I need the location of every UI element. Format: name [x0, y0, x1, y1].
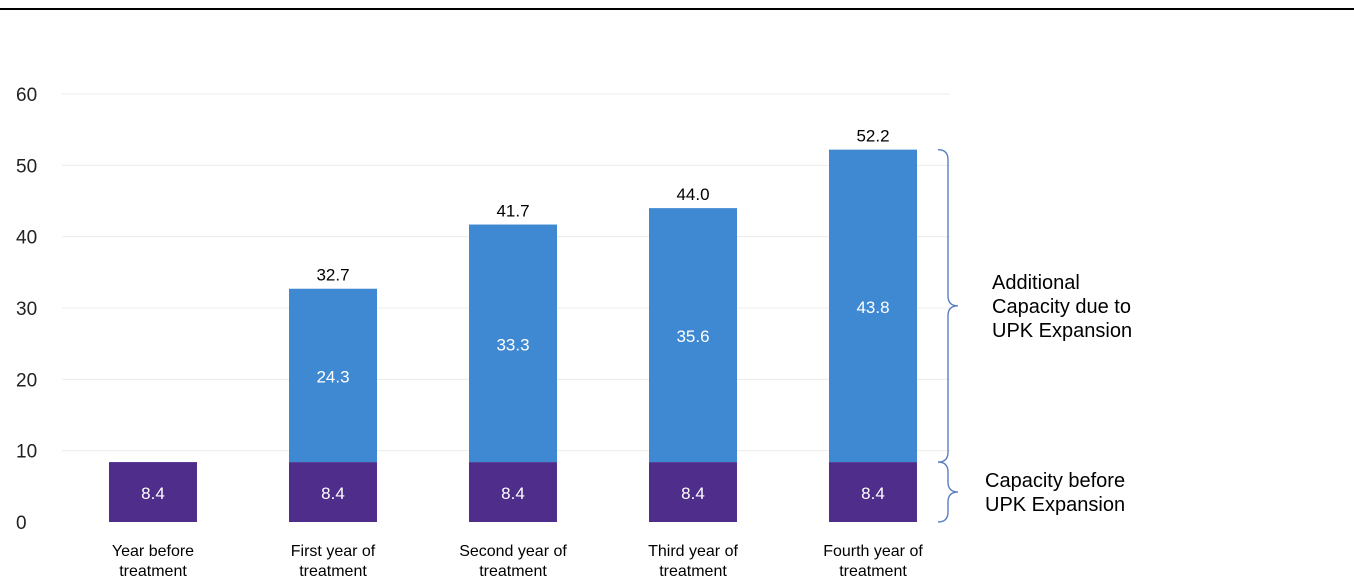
x-tick-label: treatment — [659, 563, 727, 580]
data-label: 43.8 — [856, 298, 889, 317]
brace — [937, 461, 959, 523]
data-label: 24.3 — [316, 367, 349, 386]
y-tick-label: 30 — [16, 299, 37, 320]
x-tick-label: treatment — [479, 563, 547, 580]
data-label: 8.4 — [501, 484, 525, 503]
x-tick-label: Year before — [112, 543, 194, 560]
y-tick-label: 40 — [16, 228, 37, 249]
bar-segment — [829, 149, 917, 463]
x-tick-label: Second year of — [459, 543, 567, 560]
y-tick-label: 0 — [16, 513, 27, 534]
total-label: 44.0 — [676, 185, 709, 204]
x-tick-label: treatment — [299, 563, 367, 580]
bar-segment — [289, 462, 377, 522]
annotation-label: Capacity due to — [992, 296, 1131, 318]
total-label: 32.7 — [316, 266, 349, 285]
annotation-label: UPK Expansion — [992, 320, 1132, 342]
bar-segment — [289, 288, 377, 463]
gridlines — [62, 93, 950, 452]
data-label: 35.6 — [676, 327, 709, 346]
x-tick-label: treatment — [119, 563, 187, 580]
y-tick-label: 10 — [16, 442, 37, 463]
bar-labels: 8.4 8.4 24.3 32.7 8.4 33.3 41.7 8.4 35.6 44.0 8.4 4… — [141, 127, 889, 503]
bar-segment — [829, 462, 917, 522]
data-label: 8.4 — [321, 484, 345, 503]
annotation-label: Capacity before — [985, 470, 1125, 492]
bar-segment — [469, 462, 557, 522]
annotation-label: Additional — [992, 272, 1080, 294]
brace — [937, 148, 959, 463]
y-tick-label: 60 — [16, 85, 37, 106]
y-axis-ticks: 0 10 20 30 40 50 60 — [16, 85, 37, 534]
y-tick-label: 20 — [16, 370, 37, 391]
x-tick-label: First year of — [291, 543, 376, 560]
x-axis-ticks: Year before treatment First year of treatme… — [112, 543, 923, 580]
data-label: 8.4 — [861, 484, 885, 503]
x-tick-label: treatment — [839, 563, 907, 580]
x-tick-label: Fourth year of — [823, 543, 923, 560]
bars — [109, 149, 917, 522]
x-tick-label: Third year of — [648, 543, 738, 560]
data-label: 33.3 — [496, 335, 529, 354]
total-label: 52.2 — [856, 127, 889, 146]
bar-segment — [649, 462, 737, 522]
bar-segment — [109, 462, 197, 522]
data-label: 8.4 — [681, 484, 705, 503]
bar-segment — [649, 208, 737, 463]
total-label: 41.7 — [496, 202, 529, 221]
annotation-label: UPK Expansion — [985, 494, 1125, 516]
top-rule — [0, 8, 1354, 10]
y-tick-label: 50 — [16, 156, 37, 177]
bar-segment — [469, 224, 557, 463]
data-label: 8.4 — [141, 484, 165, 503]
